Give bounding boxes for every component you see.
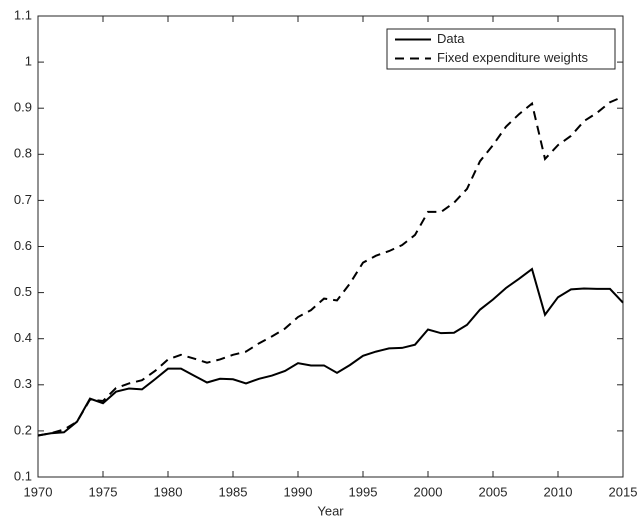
x-tick-label: 1995 <box>349 484 378 499</box>
x-tick-label: 1980 <box>154 484 183 499</box>
x-tick-label: 2000 <box>414 484 443 499</box>
x-tick-label: 1975 <box>89 484 118 499</box>
y-tick-label: 1 <box>25 54 32 69</box>
y-tick-label: 0.1 <box>14 468 32 483</box>
legend-label: Data <box>437 31 465 46</box>
y-tick-label: 0.8 <box>14 146 32 161</box>
x-tick-label: 2015 <box>609 484 638 499</box>
legend-box <box>386 28 616 70</box>
y-tick-label: 0.3 <box>14 376 32 391</box>
y-tick-label: 0.7 <box>14 192 32 207</box>
y-tick-label: 0.4 <box>14 330 32 345</box>
plot-area <box>37 15 624 478</box>
x-tick-label: 1985 <box>219 484 248 499</box>
y-tick-label: 0.2 <box>14 422 32 437</box>
x-tick-label: 1970 <box>24 484 53 499</box>
legend-label: Fixed expenditure weights <box>437 50 589 65</box>
y-tick-label: 0.6 <box>14 238 32 253</box>
x-axis-label: Year <box>317 503 344 518</box>
x-tick-label: 2005 <box>479 484 508 499</box>
series-line <box>37 267 624 437</box>
x-tick-label: 2010 <box>544 484 573 499</box>
y-tick-label: 0.9 <box>14 100 32 115</box>
y-tick-label: 0.5 <box>14 284 32 299</box>
x-tick-label: 1990 <box>284 484 313 499</box>
y-tick-label: 1.1 <box>14 7 32 22</box>
